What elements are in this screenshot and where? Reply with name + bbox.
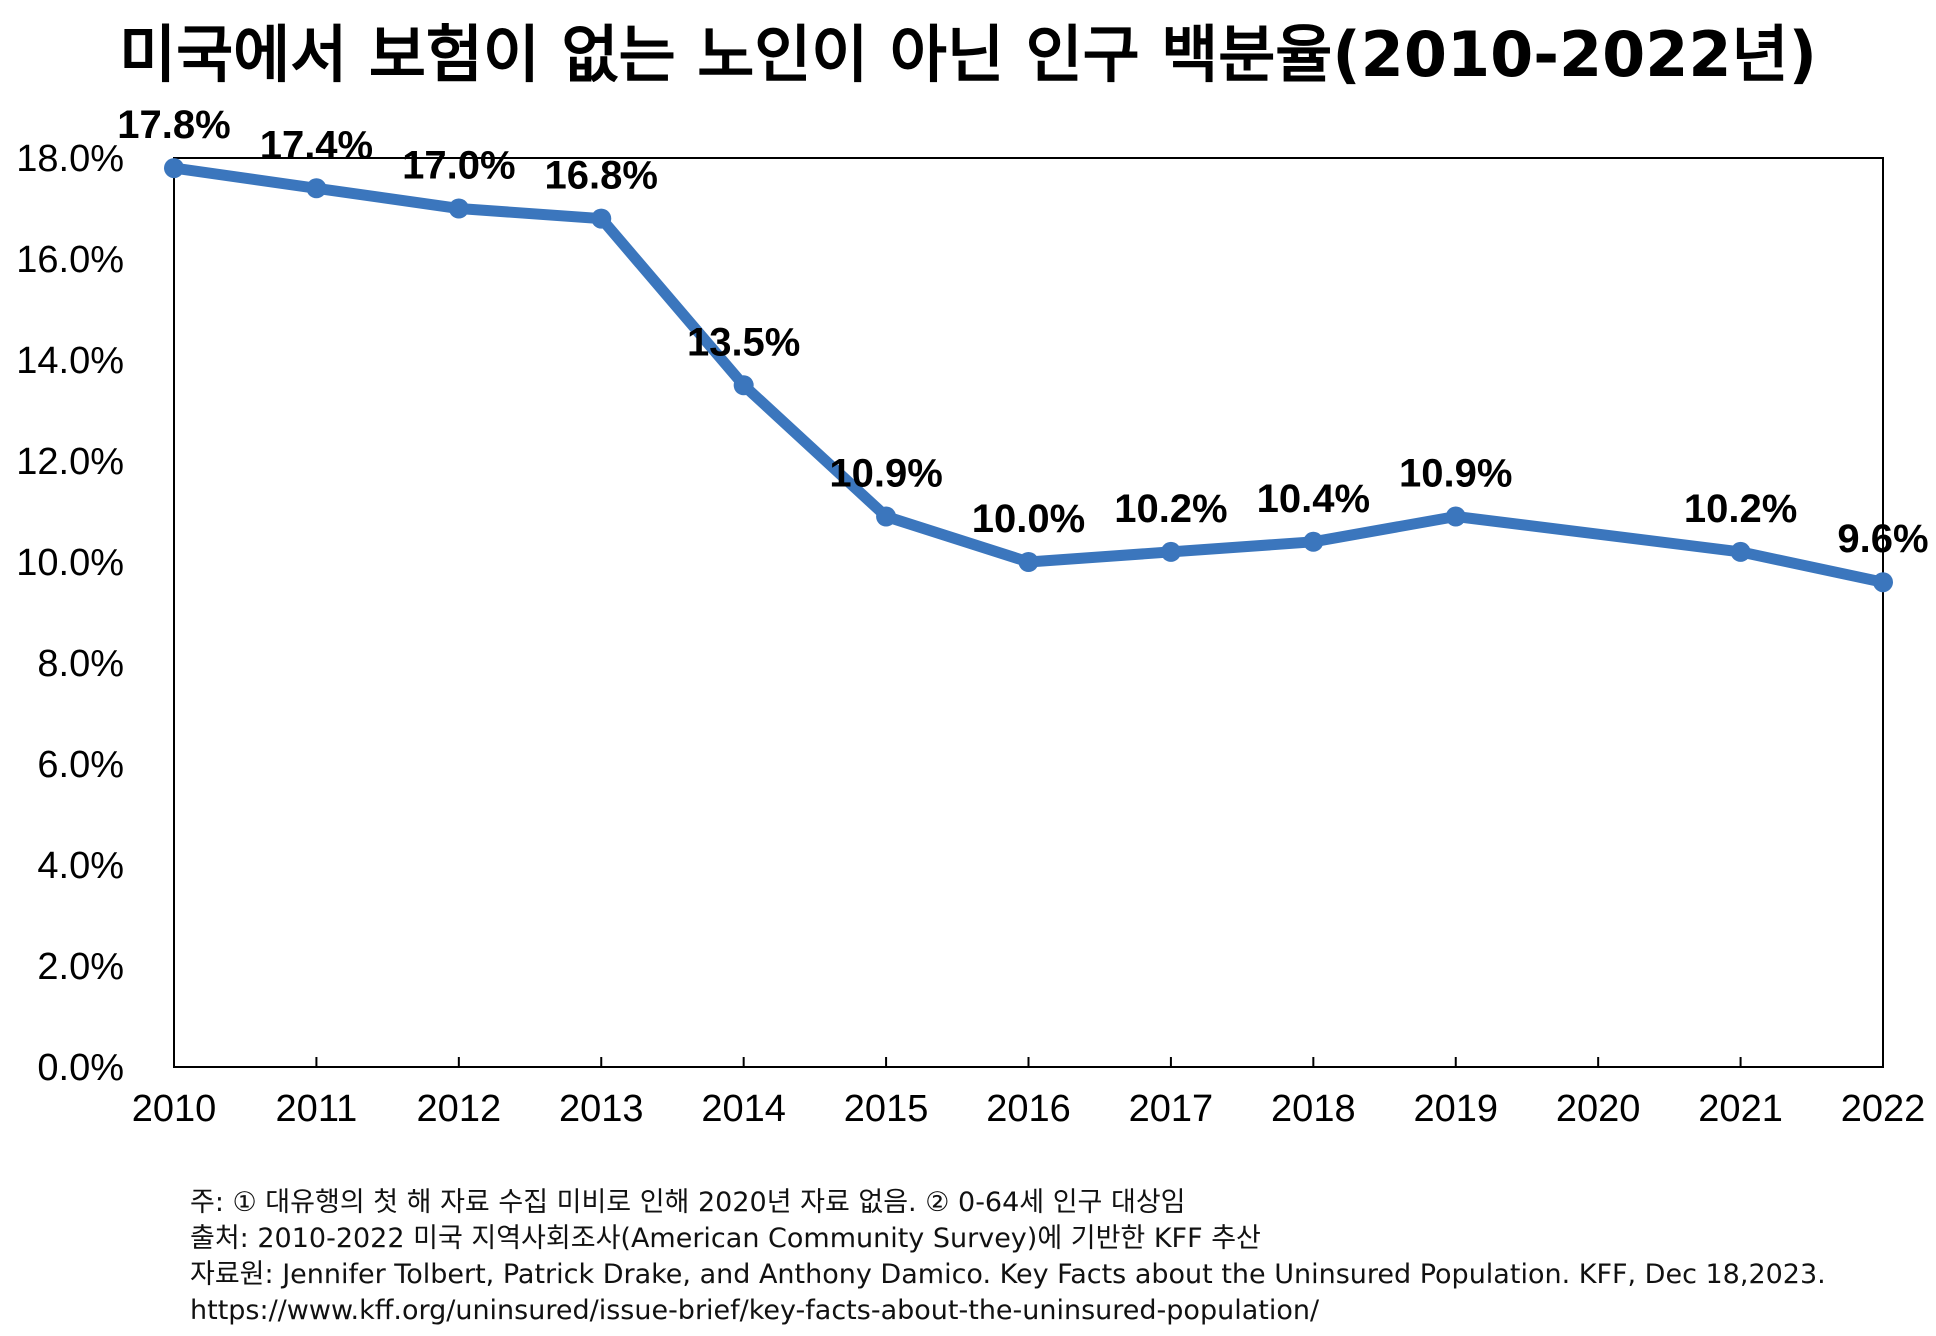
- data-labels: 17.8% 17.4% 17.0% 16.8% 13.5% 10.9% 10.0% 10.2%…: [117, 103, 1928, 561]
- plot-area-frame: [173, 157, 1884, 1068]
- data-label: 13.5%: [687, 320, 800, 364]
- x-tick-label: 2017: [1129, 1088, 1214, 1130]
- footnotes: 주: ① 대유행의 첫 해 자료 수집 미비로 인해 2020년 자료 없음. …: [190, 1185, 1890, 1329]
- data-point: [876, 506, 897, 527]
- data-label: 10.4%: [1257, 477, 1370, 521]
- x-tick-label: 2011: [276, 1088, 358, 1130]
- data-label: 17.0%: [402, 144, 515, 188]
- data-label: 10.2%: [1114, 487, 1227, 531]
- x-tick-label: 2014: [701, 1088, 786, 1130]
- data-label: 16.8%: [545, 154, 658, 198]
- source-url[interactable]: https://www.kff.org/uninsured/issue-brie…: [190, 1295, 1320, 1326]
- data-label: 9.6%: [1837, 517, 1928, 561]
- x-tick-label: 2020: [1556, 1088, 1641, 1130]
- y-tick-label: 4.0%: [37, 845, 124, 887]
- y-tick-label: 8.0%: [37, 643, 124, 685]
- x-tick-label: 2015: [844, 1088, 929, 1130]
- data-point: [1873, 572, 1893, 593]
- y-tick-label: 2.0%: [37, 946, 124, 988]
- y-tick-label: 18.0%: [16, 138, 124, 180]
- data-point: [1445, 506, 1466, 527]
- chart-title: 미국에서 보험이 없는 노인이 아닌 인구 백분율(2010-2022년): [119, 18, 1817, 91]
- data-point: [1018, 552, 1039, 572]
- data-label: 10.9%: [1399, 452, 1512, 496]
- y-tick-label: 0.0%: [37, 1047, 124, 1089]
- y-tick-label: 6.0%: [37, 744, 124, 786]
- x-tick-label: 2012: [417, 1088, 502, 1130]
- data-point: [1160, 541, 1181, 562]
- data-label: 17.8%: [117, 103, 230, 147]
- data-label: 10.9%: [829, 452, 942, 496]
- data-label: 10.0%: [972, 497, 1085, 541]
- x-tick-label: 2018: [1271, 1088, 1356, 1130]
- x-tick-label: 2021: [1698, 1088, 1783, 1130]
- y-tick-label: 10.0%: [16, 542, 124, 584]
- data-point: [591, 208, 612, 229]
- x-tick-label: 2010: [132, 1088, 217, 1130]
- series-layer: [164, 158, 1893, 593]
- y-tick-label: 16.0%: [16, 239, 124, 281]
- x-tick-label: 2022: [1841, 1088, 1926, 1130]
- x-tick-label: 2019: [1413, 1088, 1498, 1130]
- reference-text: 자료원: Jennifer Tolbert, Patrick Drake, an…: [190, 1259, 1826, 1290]
- data-point: [306, 178, 327, 199]
- y-axis: 0.0% 2.0% 4.0% 6.0% 8.0% 10.0% 12.0% 14.0% 16.0%…: [16, 138, 124, 1089]
- y-tick-label: 12.0%: [16, 441, 124, 483]
- source-text: 출처: 2010-2022 미국 지역사회조사(American Communi…: [190, 1223, 1261, 1254]
- data-label: 10.2%: [1684, 487, 1797, 531]
- data-point: [1730, 541, 1751, 562]
- data-point: [448, 198, 469, 219]
- x-tick-label: 2016: [986, 1088, 1071, 1130]
- x-axis: 2010 2011 2012 2013 2014 2015 2016 2017 2018 2019…: [132, 1057, 1926, 1130]
- series-line: [168, 162, 1889, 588]
- data-point: [164, 158, 184, 179]
- x-tick-label: 2013: [559, 1088, 644, 1130]
- note-text: 주: ① 대유행의 첫 해 자료 수집 미비로 인해 2020년 자료 없음. …: [190, 1187, 1186, 1218]
- y-tick-label: 14.0%: [16, 340, 124, 382]
- data-label: 17.4%: [260, 123, 373, 167]
- data-point: [1303, 531, 1324, 552]
- data-point: [733, 375, 754, 396]
